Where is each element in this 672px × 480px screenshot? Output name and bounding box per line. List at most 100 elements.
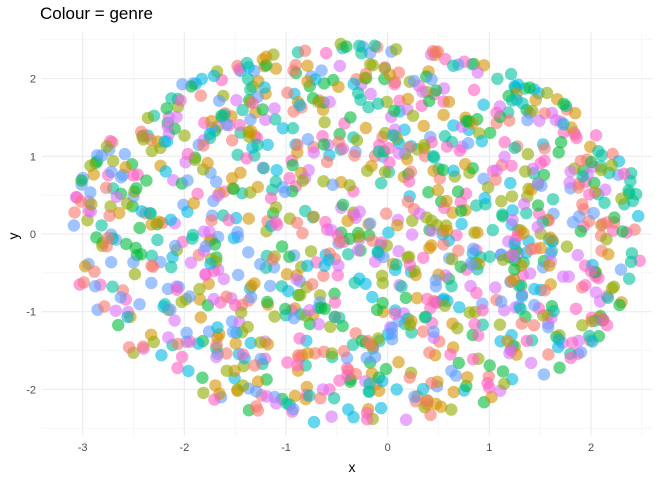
data-point: [226, 325, 240, 339]
data-point: [226, 134, 239, 147]
data-point: [290, 273, 303, 286]
data-point: [254, 258, 267, 271]
data-point: [613, 298, 626, 312]
x-tick-label: 0: [385, 442, 391, 454]
data-point: [136, 130, 149, 143]
data-point: [241, 73, 255, 86]
data-point: [420, 394, 433, 407]
data-point: [505, 159, 518, 172]
data-point: [229, 298, 242, 312]
data-point: [440, 194, 453, 208]
data-point: [527, 319, 541, 332]
data-point: [244, 336, 257, 350]
data-point: [269, 175, 282, 188]
data-point: [472, 329, 485, 342]
y-tick-label: -2: [26, 384, 36, 396]
data-point: [442, 95, 456, 109]
data-point: [504, 67, 518, 81]
data-point: [438, 299, 451, 312]
data-point: [515, 290, 529, 303]
data-point: [248, 277, 261, 290]
data-point: [353, 205, 366, 218]
data-point: [427, 325, 440, 338]
data-point: [491, 72, 504, 86]
data-point: [362, 101, 375, 114]
data-point: [586, 335, 599, 348]
data-point: [291, 359, 304, 372]
data-point: [470, 286, 483, 300]
data-point: [240, 56, 254, 70]
data-point: [467, 242, 480, 255]
x-axis-title: x: [349, 459, 356, 475]
data-point: [427, 151, 441, 164]
data-point: [605, 159, 619, 172]
chart-title: Colour = genre: [40, 4, 153, 23]
data-point: [584, 265, 598, 278]
data-point: [184, 256, 198, 269]
data-point: [270, 397, 283, 410]
data-point: [199, 268, 212, 281]
data-point: [233, 118, 246, 132]
data-point: [616, 225, 629, 238]
data-point: [364, 87, 377, 101]
data-point: [196, 371, 209, 384]
data-point: [100, 181, 113, 194]
data-point: [350, 134, 364, 147]
data-point: [261, 295, 274, 309]
data-point: [429, 84, 443, 97]
data-point: [576, 170, 589, 183]
data-point: [164, 213, 177, 226]
data-point: [174, 94, 187, 107]
data-point: [68, 206, 81, 219]
data-point: [227, 182, 240, 196]
data-point: [236, 103, 249, 117]
data-point: [562, 270, 575, 283]
data-point: [250, 385, 263, 398]
data-point: [380, 207, 393, 220]
data-point: [251, 180, 264, 194]
data-point: [383, 156, 396, 169]
data-point: [506, 213, 519, 227]
data-point: [386, 129, 400, 142]
data-point: [244, 113, 257, 126]
data-point: [579, 279, 592, 292]
data-point: [399, 413, 413, 426]
data-point: [523, 267, 537, 280]
data-point: [388, 104, 401, 118]
data-point: [201, 156, 214, 170]
data-point: [484, 126, 497, 139]
data-point: [166, 250, 179, 264]
data-point: [425, 239, 438, 252]
data-point: [445, 253, 459, 266]
data-point: [210, 175, 223, 188]
data-point: [564, 351, 577, 365]
x-tick-label: -2: [179, 442, 189, 454]
data-point: [341, 214, 354, 228]
data-point: [307, 415, 321, 429]
data-point: [282, 284, 295, 298]
data-point: [424, 408, 437, 422]
data-point: [332, 80, 345, 94]
y-tick-label: 0: [30, 229, 36, 241]
data-point: [128, 267, 142, 281]
data-point: [119, 161, 132, 174]
data-point: [496, 365, 510, 378]
data-point: [514, 302, 527, 315]
data-point: [353, 39, 366, 52]
data-point: [471, 66, 484, 79]
data-point: [95, 149, 109, 162]
data-point: [585, 315, 598, 328]
data-point: [287, 312, 301, 325]
data-point: [301, 75, 314, 88]
data-point: [622, 184, 635, 197]
data-point: [268, 102, 281, 115]
data-point: [508, 263, 521, 276]
data-point: [419, 310, 433, 324]
data-point: [452, 244, 465, 257]
data-point: [440, 224, 454, 237]
data-point: [574, 154, 587, 168]
data-point: [268, 310, 281, 323]
data-point: [89, 280, 102, 293]
data-point: [103, 209, 116, 222]
